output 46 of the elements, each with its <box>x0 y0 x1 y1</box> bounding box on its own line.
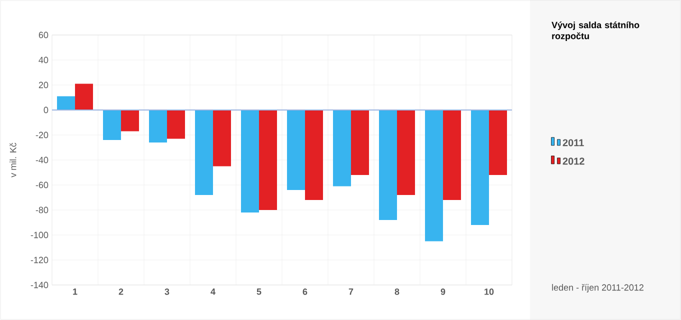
bar <box>167 110 186 139</box>
y-axis-title: v mil. Kč <box>10 142 16 178</box>
y-tick-label: 20 <box>38 82 48 88</box>
text: Vývoj salda státního rozpočtu <box>552 22 640 41</box>
x-tick-label: 7 <box>348 288 354 295</box>
x-tick-label: 8 <box>394 288 400 295</box>
x-tick-label: 9 <box>440 288 446 295</box>
y-tick-label: -100 <box>30 232 48 238</box>
bar <box>195 110 213 195</box>
bar <box>103 110 122 140</box>
bar <box>396 110 415 195</box>
y-tick-label: -140 <box>30 282 48 288</box>
text: leden - říjen 2011-2012 <box>552 284 644 292</box>
bar <box>305 110 323 200</box>
bar <box>287 110 305 190</box>
bar <box>378 110 397 220</box>
x-tick-label: 5 <box>256 288 262 295</box>
x-tick-label: 10 <box>484 288 494 295</box>
y-tick-label: -40 <box>36 156 48 164</box>
bar <box>259 110 277 210</box>
y-tick-label: 40 <box>38 56 48 64</box>
bar <box>241 110 259 212</box>
bar <box>442 110 461 200</box>
legend-label: 2012 <box>562 158 584 165</box>
bar <box>57 96 76 110</box>
bar <box>350 110 369 175</box>
x-tick-label: 2 <box>118 288 124 295</box>
x-tick-label: 3 <box>164 288 170 295</box>
y-tick-label: 0 <box>44 106 48 114</box>
bar <box>213 110 231 166</box>
y-tick-label: 60 <box>38 32 48 38</box>
bar <box>75 84 94 110</box>
bar <box>470 110 489 225</box>
bar <box>488 110 507 175</box>
bar <box>121 110 140 132</box>
bar <box>149 110 168 142</box>
x-tick-label: 6 <box>302 288 308 295</box>
x-tick-label: 1 <box>73 288 78 295</box>
legend-label: 2011 <box>562 139 584 146</box>
y-tick-label: -120 <box>30 256 48 264</box>
bar <box>424 110 443 242</box>
y-tick-label: -80 <box>36 206 48 214</box>
y-tick-label: -20 <box>36 132 48 138</box>
y-tick-label: -60 <box>36 182 48 188</box>
x-tick-label: 4 <box>210 288 216 295</box>
bar <box>332 110 351 186</box>
